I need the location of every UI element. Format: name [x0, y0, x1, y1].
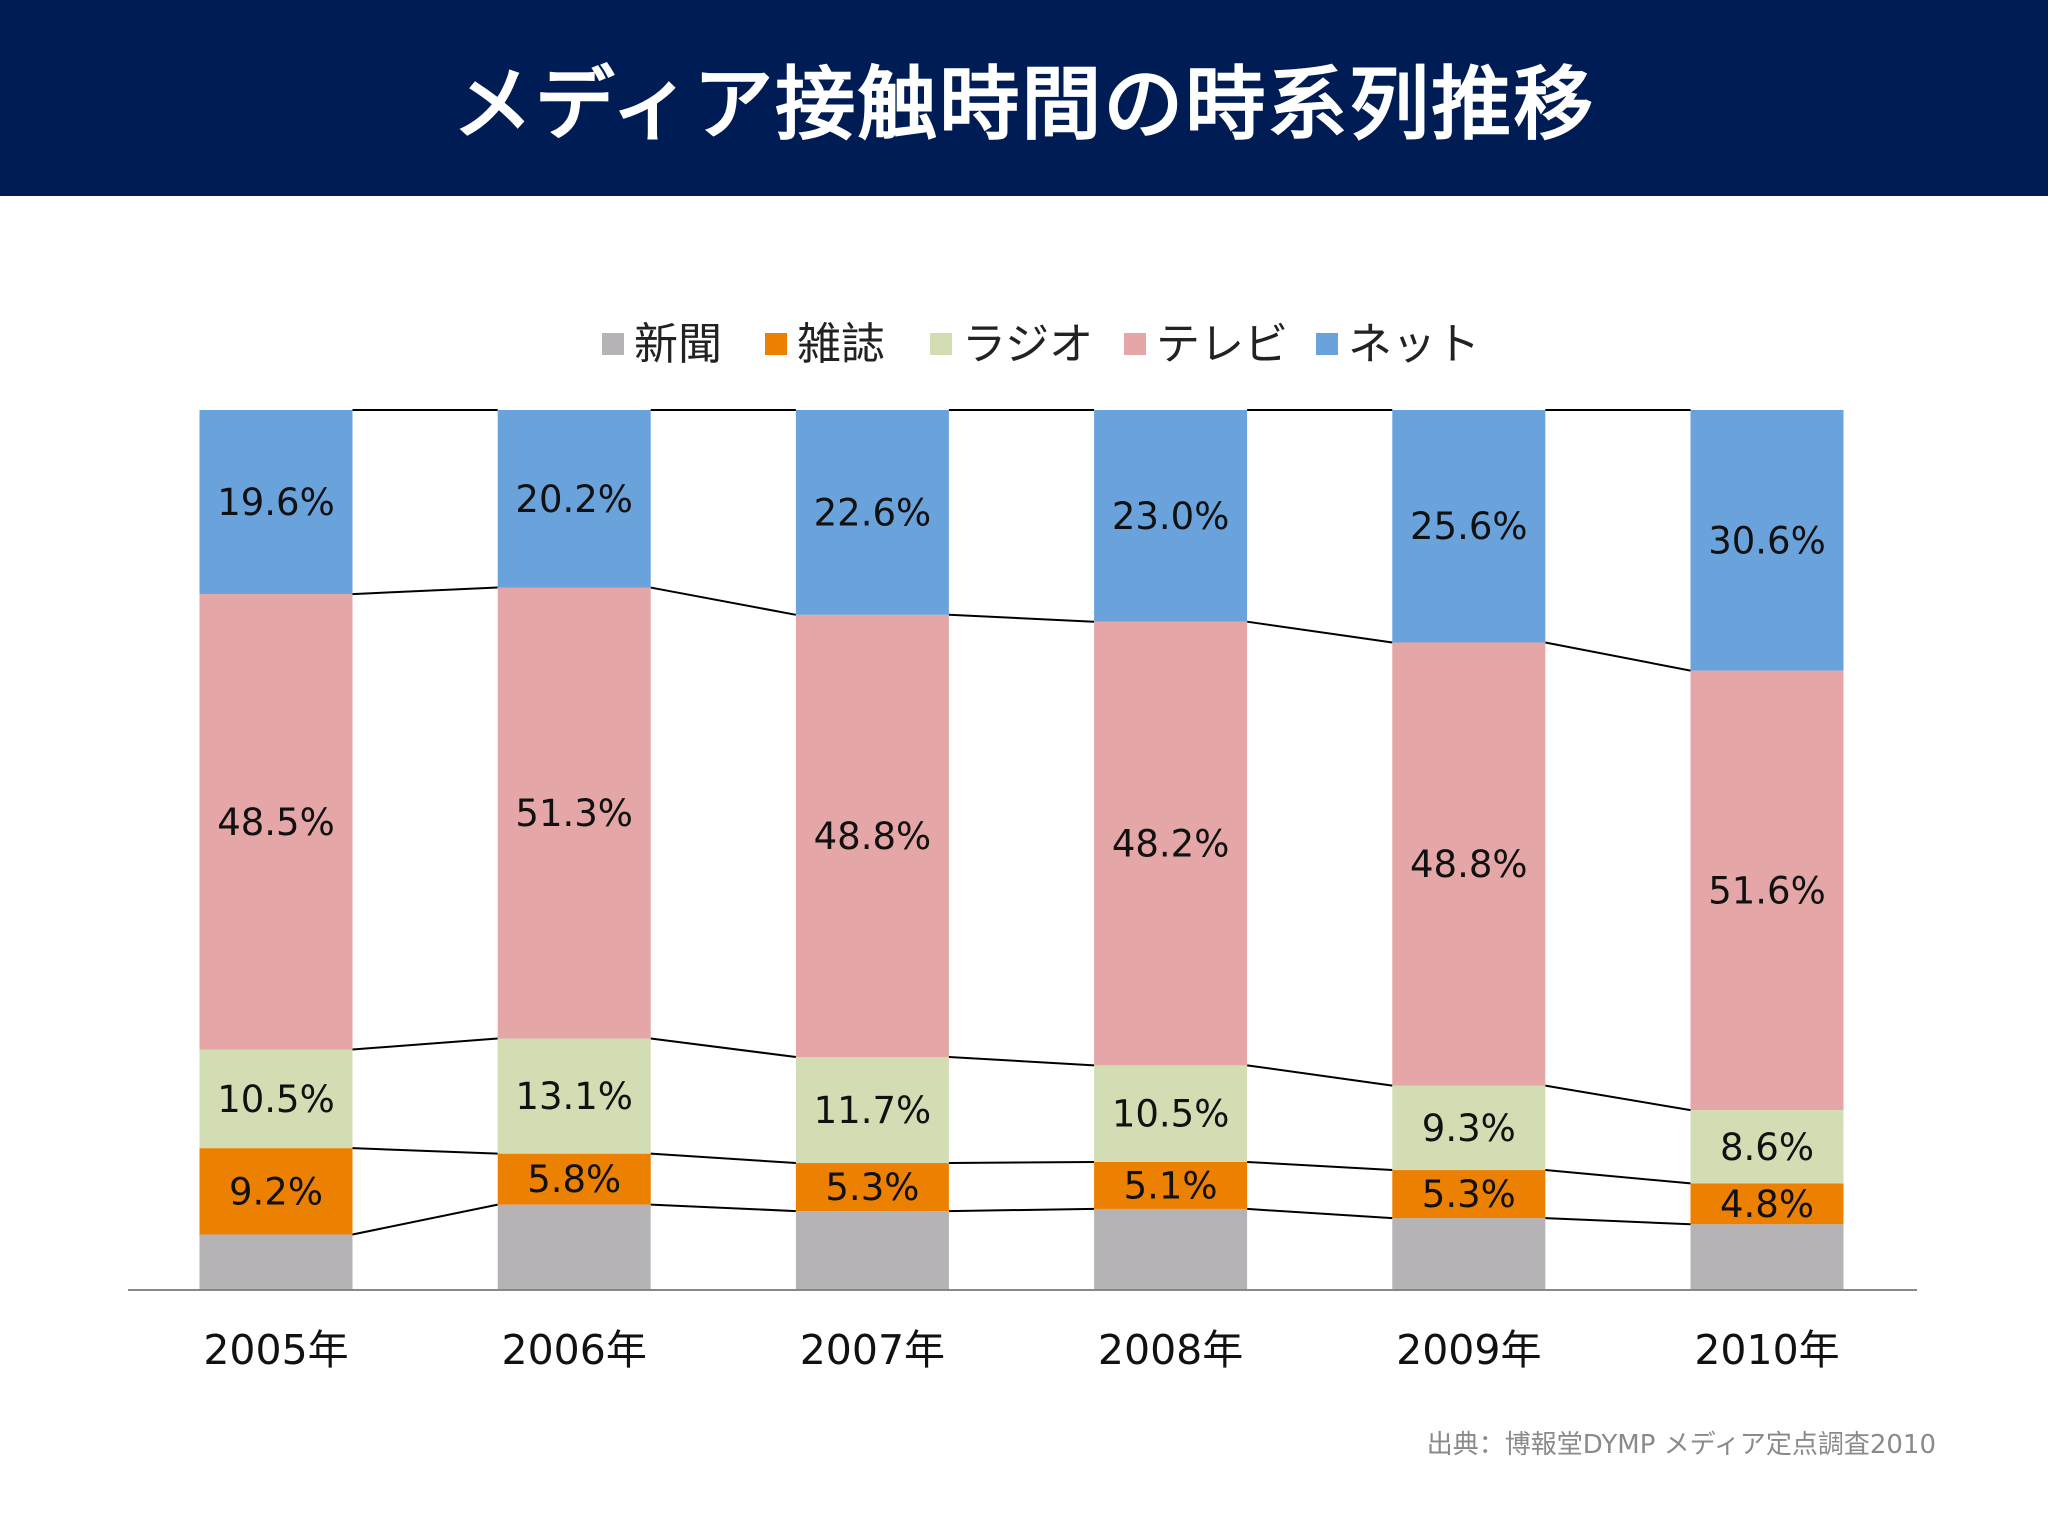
title-bar: メディア接触時間の時系列推移	[0, 0, 2048, 196]
connector-line-4-3	[1246, 1064, 1393, 1087]
bar-segment-magazine-4	[1094, 1161, 1248, 1209]
page-title: メディア接触時間の時系列推移	[452, 58, 1596, 151]
connector-line-5-1	[1545, 1217, 1691, 1226]
x-tick-label-2: 2006年	[502, 1326, 647, 1374]
data-label-radio-5: 9.3%	[1422, 1107, 1516, 1150]
segment-connector-lines	[352, 409, 1691, 1236]
bar-segment-internet-2	[497, 410, 651, 588]
bar-segment-tv-3	[795, 614, 949, 1058]
x-axis-tick-labels: 2005年 2006年 2007年 2008年 2009年 2010年	[203, 1326, 1839, 1374]
x-tick-label-6: 2010年	[1694, 1326, 1839, 1374]
bar-segment-internet-3	[795, 410, 949, 615]
connector-line-3-1	[948, 1207, 1095, 1213]
data-label-internet-4: 23.0%	[1112, 495, 1230, 538]
data-label-internet-6: 30.6%	[1708, 519, 1826, 562]
data-label-radio-3: 11.7%	[814, 1089, 932, 1132]
legend-swatch-magazine	[765, 333, 787, 355]
bar-segment-radio-3	[795, 1057, 949, 1164]
bar-segment-tv-4	[1094, 621, 1248, 1066]
bar-segment-radio-6	[1690, 1110, 1844, 1184]
connector-line-4-1	[1247, 1207, 1393, 1220]
data-label-magazine-4: 5.1%	[1124, 1164, 1218, 1207]
source-note: 出典：博報堂DYMP メディア定点調査2010	[1426, 1430, 1936, 1460]
bar-segment-magazine-3	[795, 1163, 949, 1212]
connector-line-1-2	[352, 1147, 498, 1155]
data-label-internet-3: 22.6%	[814, 491, 932, 534]
connector-line-2-1	[650, 1203, 796, 1213]
legend-label-tv: テレビ	[1156, 319, 1288, 370]
data-label-magazine-3: 5.3%	[825, 1166, 919, 1209]
bar-segment-radio-4	[1094, 1065, 1248, 1162]
data-label-tv-4: 48.2%	[1112, 823, 1230, 866]
data-label-radio-4: 10.5%	[1112, 1093, 1230, 1136]
connector-line-1-1	[352, 1203, 498, 1236]
data-label-magazine-1: 9.2%	[229, 1170, 323, 1213]
legend-label-radio: ラジオ	[962, 319, 1093, 370]
data-label-tv-6: 51.6%	[1708, 869, 1826, 912]
x-tick-label-4: 2008年	[1098, 1326, 1243, 1374]
data-label-internet-5: 25.6%	[1410, 505, 1528, 548]
bar-segment-newspaper-5	[1392, 1218, 1546, 1289]
data-label-magazine-2: 5.8%	[527, 1158, 621, 1201]
legend-swatch-tv	[1124, 333, 1146, 355]
data-label-radio-6: 8.6%	[1720, 1126, 1814, 1169]
x-tick-label-1: 2005年	[203, 1326, 348, 1374]
bar-segment-radio-5	[1392, 1085, 1546, 1171]
bar-segment-newspaper-2	[497, 1204, 651, 1289]
connector-line-2-2	[650, 1152, 796, 1165]
connector-line-1-3	[352, 1037, 498, 1051]
connector-line-2-3	[650, 1037, 797, 1059]
connector-line-4-4	[1246, 620, 1393, 644]
connector-line-3-3	[948, 1056, 1095, 1067]
bar-segment-magazine-1	[199, 1148, 353, 1235]
data-label-radio-2: 13.1%	[515, 1075, 633, 1118]
chart-legend: 新聞 雑誌 ラジオ テレビ ネット	[602, 319, 1480, 370]
bar-segment-magazine-6	[1690, 1183, 1844, 1225]
bar-segment-radio-1	[199, 1049, 353, 1149]
data-label-magazine-6: 4.8%	[1720, 1183, 1814, 1226]
connector-line-5-3	[1545, 1084, 1691, 1112]
data-labels: 9.2% 10.5% 48.5% 19.6% 5.8% 13.1% 51.3% 20.2% 5.…	[217, 478, 1826, 1226]
legend-label-internet: ネット	[1348, 319, 1480, 370]
data-label-internet-1: 19.6%	[217, 481, 335, 524]
data-label-tv-3: 48.8%	[814, 815, 932, 858]
bar-segment-magazine-5	[1392, 1170, 1546, 1219]
bar-segment-radio-2	[497, 1038, 651, 1154]
bar-segment-newspaper-3	[795, 1211, 949, 1289]
legend-label-magazine: 雑誌	[797, 319, 885, 370]
legend-swatch-newspaper	[602, 333, 624, 355]
bar-segment-newspaper-6	[1690, 1224, 1844, 1289]
bar-segment-internet-5	[1392, 410, 1546, 643]
data-label-internet-2: 20.2%	[515, 478, 633, 521]
bar-segment-tv-6	[1690, 670, 1844, 1111]
data-label-magazine-5: 5.3%	[1422, 1173, 1516, 1216]
connector-line-3-2	[948, 1160, 1095, 1165]
data-label-tv-1: 48.5%	[217, 801, 335, 844]
connector-line-4-2	[1247, 1160, 1393, 1172]
bars	[199, 410, 1844, 1289]
legend-label-newspaper: 新聞	[634, 319, 722, 370]
x-tick-label-3: 2007年	[800, 1326, 945, 1374]
connector-line-1-4	[352, 586, 498, 596]
legend-swatch-internet	[1316, 333, 1338, 355]
legend-swatch-radio	[930, 333, 952, 355]
bar-segment-internet-1	[199, 410, 353, 595]
connector-line-5-2	[1545, 1169, 1691, 1185]
connector-line-3-4	[948, 613, 1095, 623]
data-label-tv-5: 48.8%	[1410, 843, 1528, 886]
connector-line-2-4	[650, 586, 797, 616]
bar-segment-tv-1	[199, 594, 353, 1050]
data-label-tv-2: 51.3%	[515, 792, 633, 835]
bar-segment-newspaper-1	[199, 1234, 353, 1289]
data-label-radio-1: 10.5%	[217, 1078, 335, 1121]
bar-segment-magazine-2	[497, 1153, 651, 1205]
bar-segment-newspaper-4	[1094, 1208, 1248, 1289]
bar-segment-internet-6	[1690, 410, 1844, 671]
x-tick-label-5: 2009年	[1396, 1326, 1541, 1374]
bar-segment-internet-4	[1094, 410, 1248, 622]
bar-segment-tv-2	[497, 587, 651, 1039]
bar-segment-tv-5	[1392, 642, 1546, 1086]
connector-line-5-4	[1545, 641, 1691, 672]
